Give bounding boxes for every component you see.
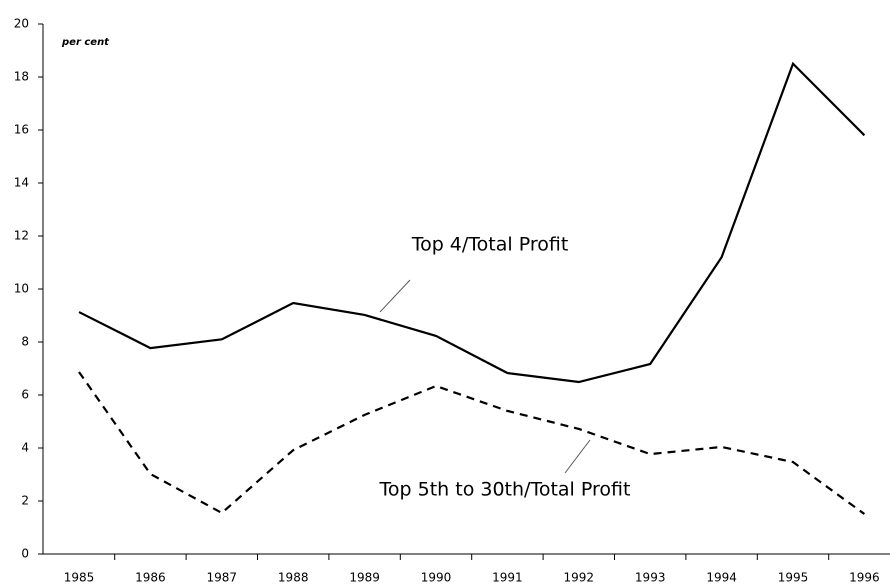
y-tick-label: 8 xyxy=(21,335,29,349)
x-tick-label: 1988 xyxy=(278,571,309,585)
series-annotation: Top 4/Total Profit xyxy=(411,234,569,256)
y-tick-label: 14 xyxy=(14,176,29,190)
series-line xyxy=(78,61,866,384)
x-tick-label: 1986 xyxy=(135,571,166,585)
x-tick-label: 1991 xyxy=(492,571,523,585)
y-tick-label: 12 xyxy=(14,229,29,243)
x-tick-label: 1985 xyxy=(64,571,95,585)
y-tick-label: 4 xyxy=(21,441,29,455)
x-tick-label: 1995 xyxy=(778,571,809,585)
x-tick-label: 1993 xyxy=(635,571,666,585)
y-tick-label: 18 xyxy=(14,70,29,84)
series-line xyxy=(78,371,866,515)
x-tick-label: 1989 xyxy=(349,571,380,585)
x-tick-label: 1994 xyxy=(706,571,737,585)
x-tick-label: 1996 xyxy=(849,571,880,585)
x-tick-label: 1992 xyxy=(564,571,595,585)
y-tick-label: 6 xyxy=(21,388,29,402)
x-tick-label: 1987 xyxy=(207,571,238,585)
y-tick-label: 0 xyxy=(21,547,29,561)
y-tick-label: 2 xyxy=(21,494,29,508)
y-tick-label: 10 xyxy=(14,282,29,296)
y-tick-label: 16 xyxy=(14,123,29,137)
x-tick-label: 1990 xyxy=(421,571,452,585)
y-unit-label: per cent xyxy=(61,37,110,48)
y-tick-label: 20 xyxy=(14,17,29,31)
leader-line xyxy=(379,279,411,313)
leader-line xyxy=(564,439,591,474)
series-annotation: Top 5th to 30th/Total Profit xyxy=(379,479,631,501)
